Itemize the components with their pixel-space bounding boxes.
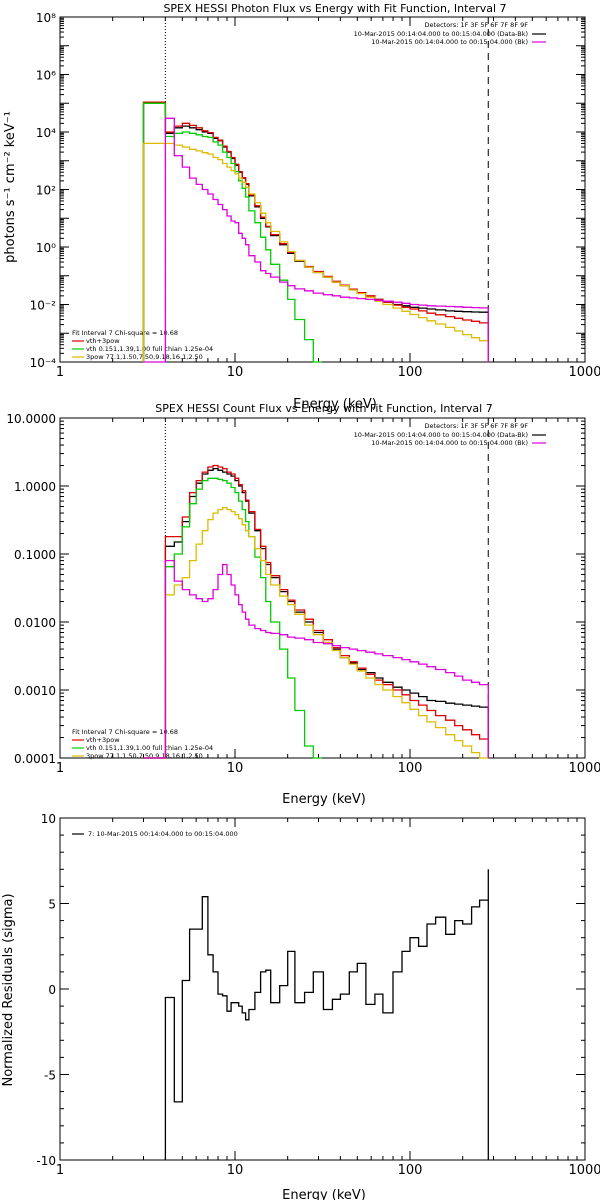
- legend-bottom-entry-2: 3pow 77.1,1.50,7.50,9.18,16.1,2.50: [86, 752, 203, 760]
- residuals-panel: Energy (keV) Normalized Residuals (sigma…: [1, 812, 600, 1200]
- x-tick-label: 1000: [568, 365, 600, 380]
- legend-bottom-entry-1: vth 0.151,1.39,1.00 full chian 1.25e-04: [86, 744, 213, 752]
- x-tick-label: 100: [398, 761, 423, 776]
- y-axis-label: photons s⁻¹ cm⁻² keV⁻¹: [3, 111, 18, 263]
- y-tick-label: 10⁻⁴: [30, 356, 57, 370]
- y-tick-label: -5: [44, 1069, 56, 1083]
- legend-entry-0: 7: 10-Mar-2015 00:14:04.000 to 00:15:04.…: [88, 830, 238, 838]
- panel-title: SPEX HESSI Photon Flux vs Energy with Fi…: [163, 2, 506, 15]
- y-tick-label: 10⁰: [36, 241, 56, 255]
- x-tick-label: 100: [398, 365, 423, 380]
- series-data-bk: [143, 467, 489, 759]
- y-tick-label: 0.1000: [14, 548, 56, 562]
- legend-bottom-entry-1: vth 0.151,1.39,1.00 full chian 1.25e-04: [86, 345, 213, 353]
- y-tick-label: 10⁻²: [30, 299, 57, 313]
- legend-bottom-entry-0: vth+3pow: [86, 736, 120, 744]
- series-3pow: [143, 507, 489, 759]
- y-tick-label: 10.0000: [6, 412, 56, 426]
- plot-frame: [59, 417, 586, 759]
- legend-top-entry-0: 10-Mar-2015 00:14:04.000 to 00:15:04.000…: [354, 431, 528, 439]
- y-tick-label: 10⁶: [36, 69, 56, 83]
- series-bk: [143, 117, 489, 363]
- legend-bottom-header: Fit Interval 7 Chi-square = 10.68: [72, 728, 178, 736]
- x-tick-label: 10: [227, 1163, 244, 1178]
- series-vth: [143, 477, 322, 759]
- series-bk: [143, 559, 489, 759]
- count-flux-panel: SPEX HESSI Count Flux vs Energy with Fit…: [6, 402, 600, 807]
- y-tick-label: 10²: [36, 184, 56, 198]
- series-7-10-mar-2015-00-14-04-000-to-00-15-04-000: [164, 869, 489, 1160]
- y-tick-label: 10⁴: [36, 126, 56, 140]
- x-tick-label: 1000: [568, 1163, 600, 1178]
- y-tick-label: 0: [48, 983, 56, 997]
- y-tick-label: 5: [48, 898, 56, 912]
- y-axis-label: Normalized Residuals (sigma): [1, 893, 16, 1086]
- y-tick-label: 10: [41, 812, 56, 826]
- y-tick-label: 0.0100: [14, 616, 56, 630]
- photon-flux-panel: SPEX HESSI Photon Flux vs Energy with Fi…: [3, 2, 600, 412]
- x-tick-label: 1: [56, 761, 64, 776]
- legend-top-header: Detectors: 1F 3F 5F 6F 7F 8F 9F: [425, 21, 529, 29]
- y-tick-label: 10⁸: [36, 11, 56, 25]
- series-data-bk: [142, 102, 489, 362]
- legend-top-entry-1: 10-Mar-2015 00:14:04.000 to 00:15:04.000…: [371, 38, 528, 46]
- y-tick-label: -10: [36, 1154, 56, 1168]
- x-axis-label: Energy (keV): [293, 397, 377, 412]
- legend-top-entry-1: 10-Mar-2015 00:14:04.000 to 00:15:04.000…: [371, 439, 528, 447]
- y-tick-label: 0.0010: [14, 684, 56, 698]
- x-tick-label: 10: [227, 365, 244, 380]
- series-vth-3pow: [142, 101, 489, 362]
- x-axis-label: Energy (keV): [282, 792, 366, 807]
- legend-bottom-header: Fit Interval 7 Chi-square = 10.68: [72, 329, 178, 337]
- x-tick-label: 1000: [568, 761, 600, 776]
- legend-top-entry-0: 10-Mar-2015 00:14:04.000 to 00:15:04.000…: [354, 30, 528, 38]
- legend-top-header: Detectors: 1F 3F 5F 6F 7F 8F 9F: [425, 422, 529, 430]
- panel-title: SPEX HESSI Count Flux vs Energy with Fit…: [155, 402, 492, 415]
- y-tick-label: 1.0000: [14, 480, 56, 494]
- x-tick-label: 100: [398, 1163, 423, 1178]
- legend-bottom-entry-2: 3pow 77.1,1.50,7.50,9.18,16.1,2.50: [86, 353, 203, 361]
- y-tick-label: 0.0001: [14, 752, 56, 766]
- legend-bottom-entry-0: vth+3pow: [86, 337, 120, 345]
- x-tick-label: 1: [56, 1163, 64, 1178]
- series-vth-3pow: [143, 464, 489, 759]
- x-tick-label: 10: [227, 761, 244, 776]
- x-tick-label: 1: [56, 365, 64, 380]
- series-3pow: [142, 142, 489, 362]
- x-axis-label: Energy (keV): [282, 1188, 366, 1200]
